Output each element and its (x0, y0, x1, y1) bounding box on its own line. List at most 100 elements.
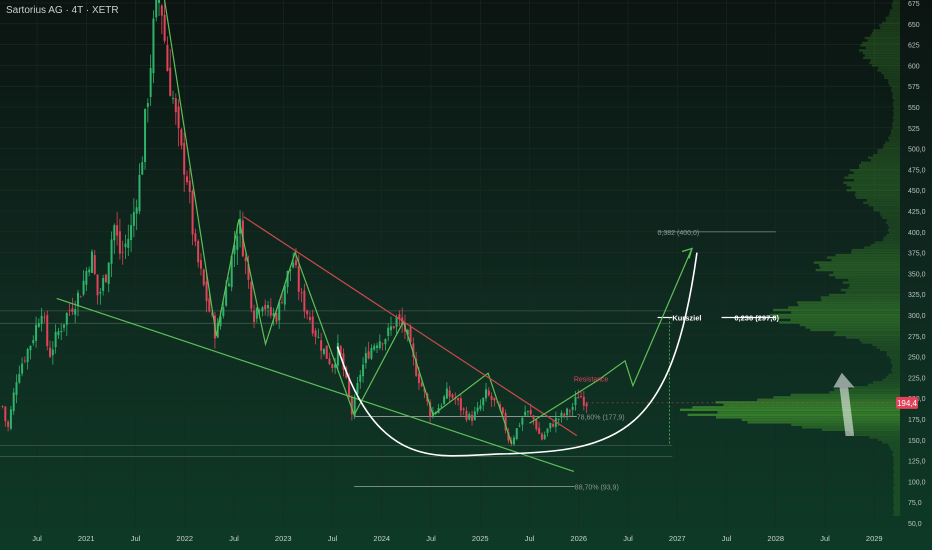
volume-bar (893, 488, 900, 491)
volume-bar (866, 198, 900, 202)
volume-bar (885, 141, 900, 144)
candle-body (278, 302, 281, 321)
candle-body (275, 313, 278, 322)
price-tick-label: 650 (908, 22, 920, 29)
volume-bar (894, 483, 900, 486)
volume-bar (889, 139, 900, 142)
price-tick-label: 75,0 (908, 500, 922, 507)
price-tick-label: 550 (908, 105, 920, 112)
volume-bar (865, 46, 900, 50)
volume-bar (888, 81, 900, 85)
trendline (163, 0, 513, 445)
volume-bar (864, 246, 900, 249)
candle-body (317, 337, 320, 338)
price-tick-label: 275,0 (908, 334, 926, 341)
candle-body (149, 68, 152, 97)
candle-body (65, 313, 68, 325)
volume-bar (894, 471, 900, 474)
candle-body (4, 406, 7, 422)
volume-bar (888, 373, 900, 377)
candle-body (557, 418, 560, 420)
candle-body (7, 421, 10, 427)
volume-bar (869, 436, 900, 439)
volume-bar (877, 149, 900, 152)
volume-bar (858, 164, 900, 167)
volume-bar (893, 505, 900, 509)
price-tick-label: 625 (908, 43, 920, 50)
candle-body (303, 290, 306, 312)
candle-body (518, 425, 521, 427)
volume-bar (889, 231, 900, 234)
candle-body (1, 406, 4, 408)
volume-bar (715, 416, 900, 419)
volume-bar (892, 121, 900, 125)
volume-bar (829, 273, 900, 277)
candle-body (409, 326, 412, 343)
time-tick-label: Jul (820, 534, 830, 543)
candle-body (37, 323, 40, 327)
candle-body (370, 348, 373, 359)
volume-bar (859, 49, 900, 52)
candle-body (328, 358, 331, 365)
candle-body (180, 129, 183, 146)
volume-bar (844, 176, 900, 179)
volume-bar (848, 174, 900, 177)
volume-bar (893, 513, 900, 516)
candle-body (529, 409, 532, 415)
volume-bar (892, 371, 900, 374)
candle-body (395, 316, 398, 327)
candle-body (227, 283, 230, 287)
candle-body (79, 296, 82, 298)
volume-bar (829, 293, 900, 297)
volume-bar (892, 6, 900, 10)
candle-body (325, 345, 328, 359)
volume-bar (893, 461, 900, 464)
candle-body (199, 260, 202, 269)
volume-bar (851, 186, 900, 189)
volume-bar (882, 378, 900, 382)
cup-curve (336, 252, 698, 457)
candle-body (12, 392, 15, 412)
forecast-arrowhead (681, 247, 693, 259)
volume-bar (864, 36, 900, 40)
volume-bar (880, 213, 900, 217)
price-tick-label: 100,0 (908, 479, 926, 486)
candle-body (127, 238, 130, 248)
time-tick-label: Jul (525, 534, 535, 543)
candle-body (138, 174, 141, 212)
price-axis[interactable]: 675 650 625 600 575 550 525 500,0 475,0 450,0 425,… (908, 1, 926, 528)
price-tick-label: 325,0 (908, 292, 926, 299)
volume-bar (878, 66, 900, 70)
volume-bar (885, 221, 900, 224)
volume-bar (893, 119, 900, 122)
candle-body (308, 317, 311, 320)
volume-bar (894, 503, 900, 506)
volume-bar (893, 481, 900, 484)
volume-bar (849, 169, 900, 172)
candle-body (350, 397, 353, 415)
candle-body (445, 388, 448, 399)
candle-body (146, 103, 149, 107)
time-tick-label: Jul (32, 534, 42, 543)
volume-bar (890, 361, 900, 364)
annotation-label: 0,382 (400,0) (658, 230, 700, 237)
candle-body (49, 347, 52, 357)
candle-body (476, 407, 479, 412)
volume-bar (893, 0, 900, 2)
trendline (56, 297, 574, 472)
volume-bar (891, 86, 900, 90)
candle-body (306, 310, 309, 315)
candle-body (23, 360, 26, 362)
volume-bar (892, 363, 900, 367)
volume-bar (893, 456, 900, 459)
candle-body (387, 327, 390, 336)
volume-bar (882, 216, 900, 219)
volume-bar (876, 346, 900, 349)
candle-body (174, 98, 177, 113)
trendline (243, 216, 578, 437)
candle-body (546, 428, 549, 433)
candle-body (320, 340, 323, 351)
time-axis[interactable]: Jul 2021 Jul 2022 Jul 2023 Jul 2024 Jul 2025 Jul 20… (32, 534, 882, 543)
